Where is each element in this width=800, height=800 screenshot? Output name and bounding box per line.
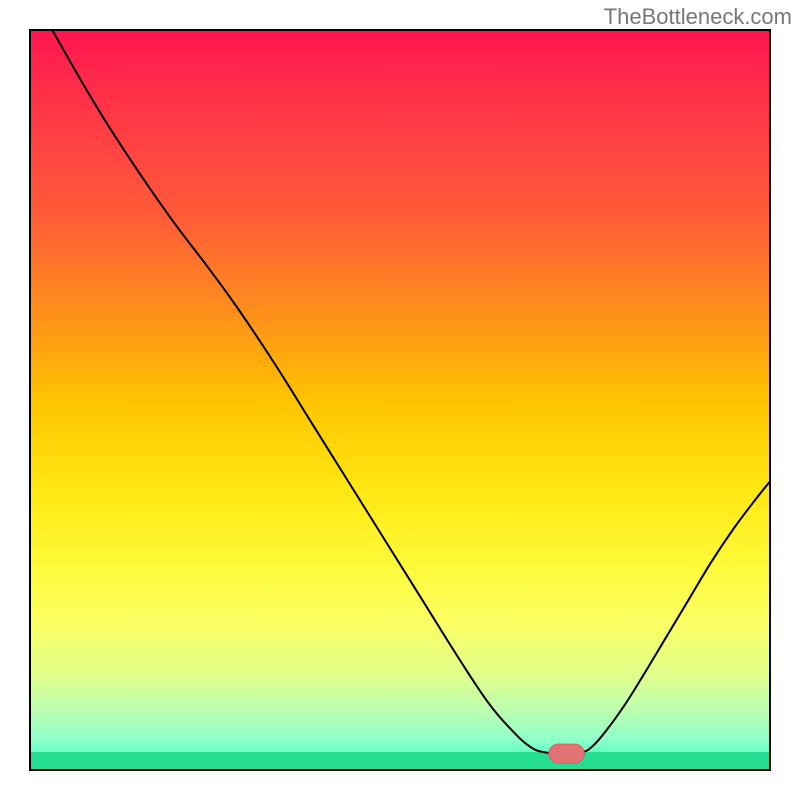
optimum-marker <box>549 744 585 763</box>
watermark-text: TheBottleneck.com <box>604 4 792 30</box>
bottom-band <box>30 752 770 770</box>
gradient-background <box>30 30 770 770</box>
chart-container: TheBottleneck.com <box>0 0 800 800</box>
bottleneck-chart <box>0 0 800 800</box>
